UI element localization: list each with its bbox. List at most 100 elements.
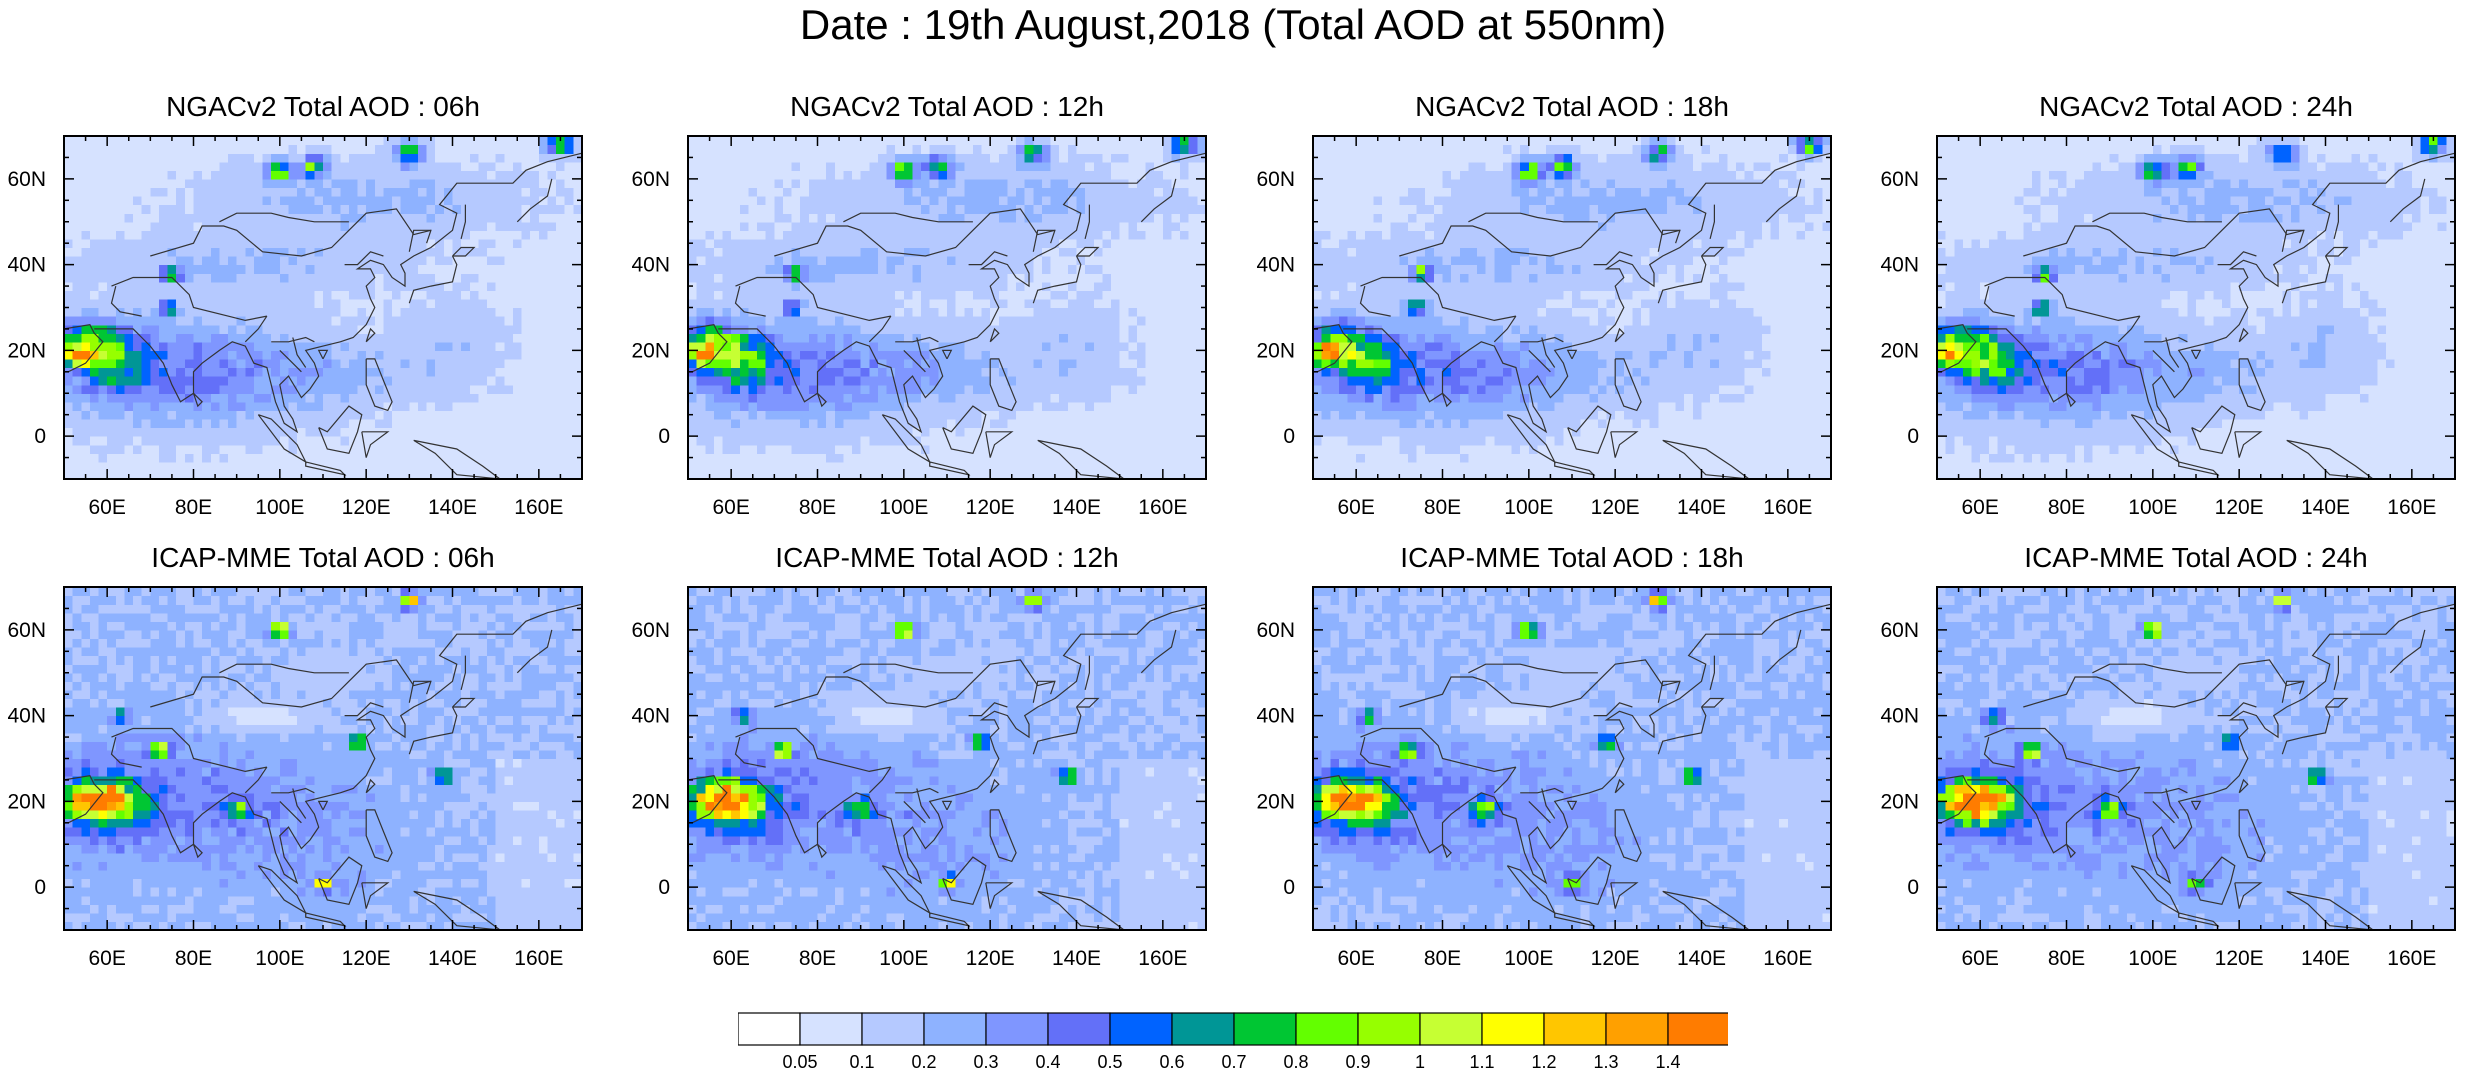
lon-tick-label: 60E — [712, 947, 749, 970]
lon-tick-label: 60E — [1337, 947, 1374, 970]
aod-field — [1313, 587, 1832, 931]
colorbar-label: 1.1 — [1469, 1052, 1494, 1071]
lon-tick-label: 120E — [1591, 947, 1640, 970]
lat-tick-label: 20N — [1880, 339, 1919, 362]
colorbar-label: 1.2 — [1531, 1052, 1556, 1071]
lon-tick-label: 100E — [2128, 947, 2177, 970]
map-panel: 60E 80E 100E 120E 140E 160E 0 20N 40N 60N — [631, 586, 1207, 970]
colorbar-box — [799, 1012, 863, 1046]
lat-tick-label: 60N — [631, 168, 670, 191]
lat-tick-label: 40N — [631, 254, 670, 277]
colorbar-label: 0.8 — [1283, 1052, 1308, 1071]
lon-tick-label: 60E — [88, 947, 125, 970]
lon-tick-label: 120E — [342, 496, 391, 519]
colorbar-label: 1.4 — [1655, 1052, 1680, 1071]
panel-title: ICAP-MME Total AOD : 18h — [1292, 541, 1852, 575]
aod-field — [688, 587, 1207, 931]
lon-tick-label: 120E — [2215, 496, 2264, 519]
lon-tick-label: 140E — [428, 947, 477, 970]
colorbar-box — [1419, 1012, 1483, 1046]
colorbar-label: 0.1 — [849, 1052, 874, 1071]
panel-title: ICAP-MME Total AOD : 24h — [1916, 541, 2466, 575]
lat-tick-label: 60N — [1880, 619, 1919, 642]
tick-marks — [1936, 135, 2456, 480]
tick-marks — [1312, 586, 1832, 931]
lon-tick-label: 160E — [2387, 947, 2436, 970]
colorbar-label: 0.9 — [1345, 1052, 1370, 1071]
lon-tick-label: 160E — [1763, 947, 1812, 970]
aod-field — [1313, 136, 1832, 480]
panel-title: NGACv2 Total AOD : 06h — [43, 90, 603, 124]
lat-tick-label: 0 — [34, 876, 46, 899]
colorbar-box — [985, 1012, 1049, 1046]
lon-tick-label: 100E — [255, 947, 304, 970]
tick-marks — [1312, 135, 1832, 480]
colorbar-box — [1295, 1012, 1359, 1046]
panel-title: NGACv2 Total AOD : 18h — [1292, 90, 1852, 124]
lon-tick-label: 100E — [879, 947, 928, 970]
lat-tick-label: 40N — [1880, 705, 1919, 728]
lon-tick-label: 100E — [879, 496, 928, 519]
panel-title: NGACv2 Total AOD : 24h — [1916, 90, 2466, 124]
colorbar-label: 0.2 — [911, 1052, 936, 1071]
lat-tick-label: 0 — [1907, 425, 1919, 448]
aod-field — [1937, 587, 2456, 931]
lat-tick-label: 60N — [7, 619, 46, 642]
lon-tick-label: 100E — [1504, 496, 1553, 519]
lon-tick-label: 80E — [2048, 947, 2085, 970]
map-panel: 60E 80E 100E 120E 140E 160E 0 20N 40N 60N — [631, 135, 1207, 519]
colorbar-label: 1 — [1415, 1052, 1425, 1071]
coastlines — [63, 603, 583, 931]
colorbar-box — [1543, 1012, 1607, 1046]
lat-tick-label: 40N — [7, 254, 46, 277]
lon-tick-label: 100E — [255, 496, 304, 519]
lat-tick-label: 20N — [1256, 790, 1295, 813]
lon-tick-label: 60E — [88, 496, 125, 519]
colorbar-label: 0.05 — [782, 1052, 817, 1071]
lat-tick-label: 60N — [7, 168, 46, 191]
colorbar-box — [1357, 1012, 1421, 1046]
colorbar-box — [923, 1012, 987, 1046]
lon-tick-label: 120E — [966, 947, 1015, 970]
tick-marks — [63, 586, 583, 931]
lon-tick-label: 160E — [1138, 947, 1187, 970]
lon-tick-label: 60E — [1961, 496, 1998, 519]
colorbar-box — [1171, 1012, 1235, 1046]
lon-tick-label: 160E — [1763, 496, 1812, 519]
lon-tick-label: 160E — [514, 947, 563, 970]
lat-tick-label: 20N — [7, 790, 46, 813]
figure-title: Date : 19th August,2018 (Total AOD at 55… — [0, 0, 2466, 50]
lat-tick-label: 40N — [1880, 254, 1919, 277]
map-panel: 60E 80E 100E 120E 140E 160E 0 20N 40N 60N — [1256, 586, 1832, 970]
lon-tick-label: 120E — [342, 947, 391, 970]
lon-tick-label: 80E — [1424, 496, 1461, 519]
colorbar: 0.05 0.1 0.2 0.3 0.4 0.5 0.6 0.7 0.8 0.9 1 1.1 1.2 1.… — [738, 1012, 1728, 1071]
colorbar-box — [1667, 1012, 1728, 1046]
lat-tick-label: 20N — [1256, 339, 1295, 362]
map-panel: 60E 80E 100E 120E 140E 160E 0 20N 40N 60N — [1880, 135, 2456, 519]
colorbar-box — [1109, 1012, 1173, 1046]
colorbar-box — [1605, 1012, 1669, 1046]
lon-tick-label: 80E — [175, 947, 212, 970]
coastlines — [1312, 603, 1832, 931]
colorbar-label: 0.3 — [973, 1052, 998, 1071]
coastlines — [63, 152, 583, 480]
lon-tick-label: 140E — [1677, 947, 1726, 970]
lat-tick-label: 0 — [658, 876, 670, 899]
aod-field — [64, 136, 583, 480]
lat-tick-label: 60N — [1256, 619, 1295, 642]
lon-tick-label: 60E — [712, 496, 749, 519]
colorbar-label: 0.6 — [1159, 1052, 1184, 1071]
colorbar-box — [738, 1012, 801, 1046]
colorbar-label: 0.5 — [1097, 1052, 1122, 1071]
lon-tick-label: 100E — [2128, 496, 2177, 519]
lat-tick-label: 0 — [658, 425, 670, 448]
colorbar-box — [1047, 1012, 1111, 1046]
lat-tick-label: 0 — [1283, 876, 1295, 899]
lon-tick-label: 120E — [1591, 496, 1640, 519]
colorbar-box — [1481, 1012, 1545, 1046]
map-panel: 60E 80E 100E 120E 140E 160E 0 20N 40N 60N — [7, 135, 583, 519]
lon-tick-label: 140E — [2301, 496, 2350, 519]
lat-tick-label: 0 — [1283, 425, 1295, 448]
tick-marks — [687, 586, 1207, 931]
